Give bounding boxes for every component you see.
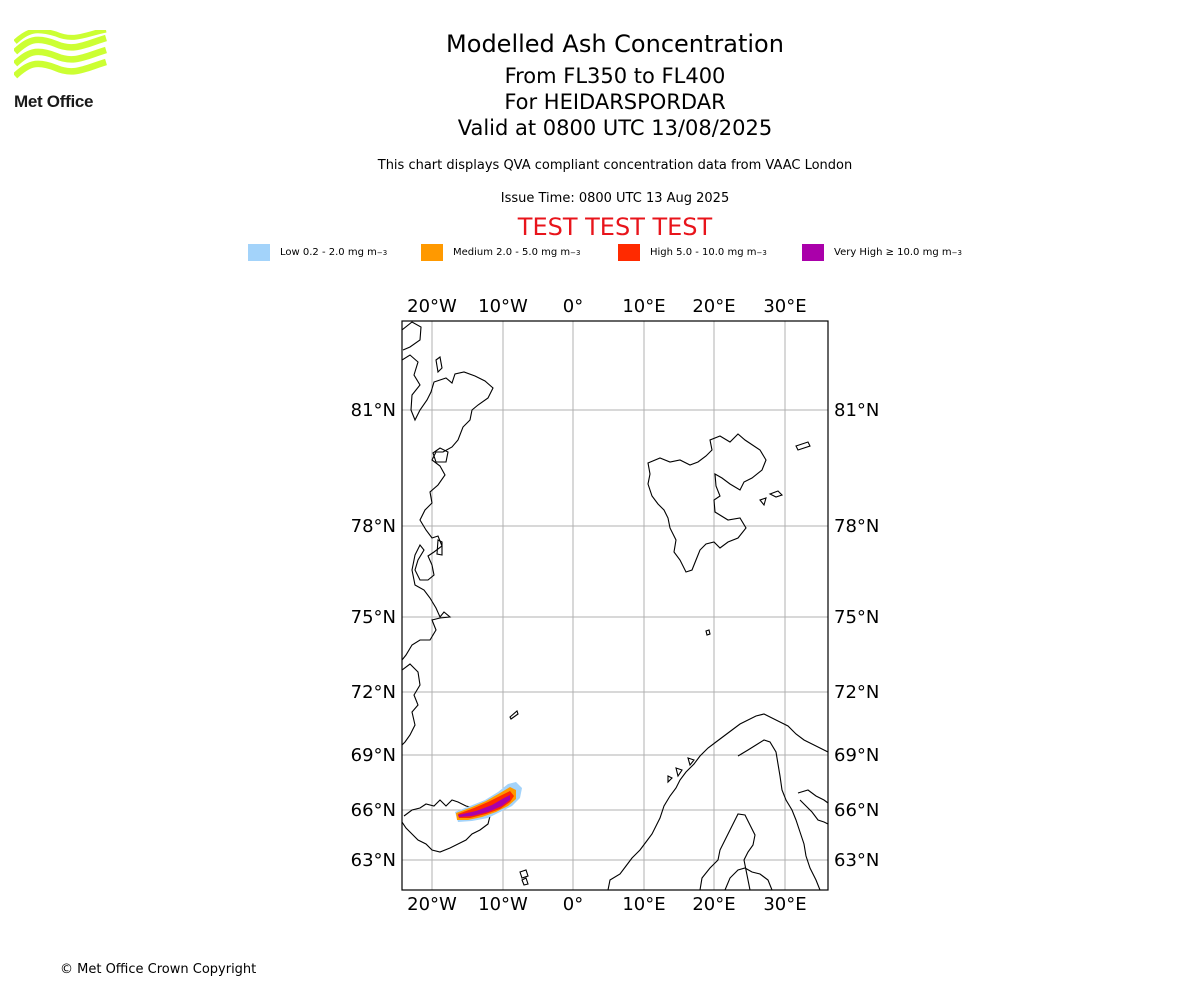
lat-tick-right: 72°N (834, 682, 879, 703)
lat-tick-right: 66°N (834, 800, 879, 821)
brand-name: Met Office (14, 92, 94, 111)
chart-description: This chart displays QVA compliant concen… (377, 158, 853, 173)
issue-time: Issue Time: 0800 UTC 13 Aug 2025 (500, 191, 730, 206)
legend-label-very-high: Very High ≥ 10.0 mg m (834, 247, 952, 258)
legend-item-medium: Medium 2.0 - 5.0 mg m −3 (421, 244, 580, 261)
lon-tick-top: 10°E (622, 296, 665, 317)
lat-tick-left: 72°N (351, 682, 396, 703)
flight-levels: From FL350 to FL400 (504, 64, 726, 88)
legend-swatch-high (618, 244, 640, 261)
legend-swatch-very-high (802, 244, 824, 261)
jan-mayen-coastline (509, 710, 519, 720)
copyright-notice: © Met Office Crown Copyright (60, 962, 257, 977)
lat-tick-right: 69°N (834, 745, 879, 766)
lat-tick-left: 66°N (351, 800, 396, 821)
lat-tick-left: 78°N (351, 516, 396, 537)
greenland-island-3 (432, 447, 449, 463)
lat-tick-right: 63°N (834, 850, 879, 871)
volcano-name: For HEIDARSPORDAR (504, 90, 726, 114)
bear-island-coastline (705, 629, 711, 636)
lon-tick-bottom: 20°W (407, 894, 457, 915)
lat-ticks-left: 81°N 78°N 75°N 72°N 69°N 66°N 63°N (351, 400, 396, 871)
lat-tick-right: 78°N (834, 516, 879, 537)
concentration-legend: Low 0.2 - 2.0 mg m −3 Medium 2.0 - 5.0 mg… (0, 244, 1200, 266)
scandinavia-coastline (607, 713, 828, 890)
lon-tick-top: 0° (563, 296, 583, 317)
met-office-logo-icon (14, 30, 107, 79)
map-gridlines (402, 321, 828, 890)
legend-unit-medium: −3 (570, 248, 581, 257)
legend-unit-low: −3 (376, 248, 388, 257)
lon-tick-top: 10°W (478, 296, 528, 317)
lon-ticks-top: 20°W 10°W 0° 10°E 20°E 30°E (407, 296, 806, 317)
ash-plume (455, 782, 522, 822)
lon-tick-bottom: 20°E (692, 894, 735, 915)
lat-tick-right: 81°N (834, 400, 879, 421)
legend-label-low: Low 0.2 - 2.0 mg m (280, 247, 377, 258)
lat-ticks-right: 81°N 78°N 75°N 72°N 69°N 66°N 63°N (834, 400, 879, 871)
legend-unit-high: −3 (756, 248, 767, 257)
chart-title: Modelled Ash Concentration (446, 30, 784, 58)
legend-swatch-medium (421, 244, 443, 261)
lon-tick-top: 30°E (763, 296, 806, 317)
ash-plume-very-high (458, 795, 510, 817)
valid-time: Valid at 0800 UTC 13/08/2025 (457, 116, 773, 140)
legend-swatch-low (248, 244, 270, 261)
lon-tick-bottom: 0° (563, 894, 583, 915)
map-frame (401, 320, 829, 891)
lat-tick-left: 75°N (351, 607, 396, 628)
ash-plume-high (458, 791, 514, 818)
lon-tick-bottom: 10°E (622, 894, 665, 915)
legend-unit-very-high: −3 (951, 248, 962, 257)
legend-item-low: Low 0.2 - 2.0 mg m −3 (248, 244, 387, 261)
test-banner: TEST TEST TEST (517, 213, 713, 241)
lon-ticks-bottom: 20°W 10°W 0° 10°E 20°E 30°E (407, 894, 806, 915)
lat-tick-left: 81°N (351, 400, 396, 421)
greenland-island-2 (436, 539, 443, 556)
lon-tick-bottom: 30°E (763, 894, 806, 915)
greenland-coastline (402, 321, 494, 746)
lofoten-islands (667, 757, 695, 784)
lon-tick-bottom: 10°W (478, 894, 528, 915)
greenland-island-1 (435, 356, 443, 374)
legend-item-high: High 5.0 - 10.0 mg m −3 (618, 244, 767, 261)
lon-tick-top: 20°W (407, 296, 457, 317)
legend-label-high: High 5.0 - 10.0 mg m (650, 247, 757, 258)
lat-tick-left: 69°N (351, 745, 396, 766)
lon-tick-top: 20°E (692, 296, 735, 317)
legend-label-medium: Medium 2.0 - 5.0 mg m (453, 247, 571, 258)
faroe-islands-coastline (519, 869, 529, 886)
svalbard-coastline (647, 433, 811, 573)
lat-tick-left: 63°N (351, 850, 396, 871)
lat-tick-right: 75°N (834, 607, 879, 628)
legend-item-very-high: Very High ≥ 10.0 mg m −3 (802, 244, 962, 261)
